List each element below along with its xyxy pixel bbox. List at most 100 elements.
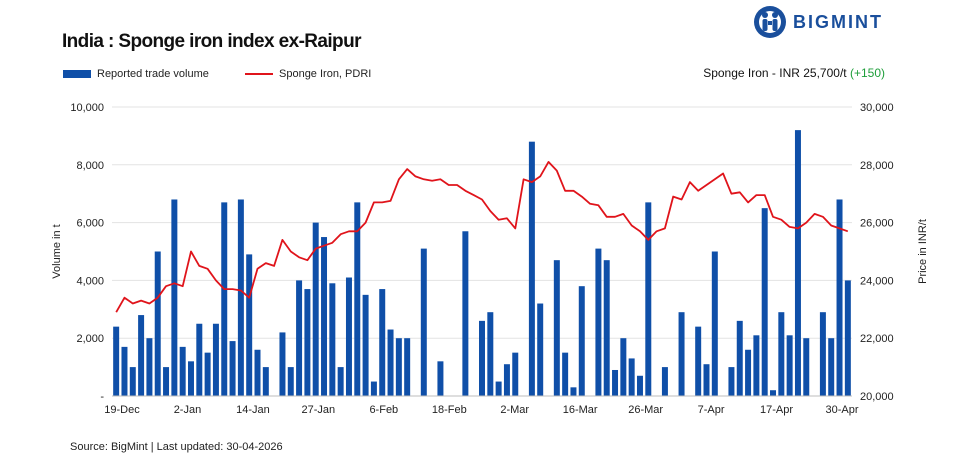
volume-bar — [462, 231, 469, 396]
y-right-tick-label: 24,000 — [860, 275, 894, 287]
volume-bar — [146, 338, 153, 396]
volume-bar — [138, 315, 145, 396]
volume-bar — [354, 202, 361, 396]
volume-bar — [404, 338, 411, 396]
y-right-tick-label: 26,000 — [860, 218, 894, 230]
chart-title: India : Sponge iron index ex-Raipur — [62, 31, 361, 52]
volume-bar — [603, 260, 610, 396]
volume-bar — [204, 352, 211, 396]
volume-bar — [212, 323, 219, 396]
volume-bar — [345, 277, 352, 396]
volume-bar — [537, 303, 544, 396]
volume-bar — [711, 251, 718, 396]
x-tick-label: 7-Apr — [698, 404, 725, 416]
brand-logo: BIGMINT — [753, 5, 883, 39]
volume-bar — [370, 381, 377, 396]
volume-bar — [279, 332, 286, 396]
volume-bar — [246, 254, 253, 396]
price-line — [115, 160, 849, 313]
volume-bar — [570, 387, 577, 396]
x-tick-label: 17-Apr — [760, 404, 793, 416]
y-right-tick-label: 22,000 — [860, 333, 894, 345]
legend-label-price: Sponge Iron, PDRI — [279, 68, 372, 80]
volume-bar — [304, 289, 311, 396]
volume-bar — [778, 312, 785, 396]
volume-bar — [321, 237, 328, 396]
y-right-tick-label: 20,000 — [860, 391, 894, 403]
y-right-tick-label: 30,000 — [860, 102, 894, 114]
x-tick-label: 30-Apr — [825, 404, 858, 416]
volume-bar — [578, 286, 585, 396]
y-left-tick-label: 4,000 — [76, 275, 104, 287]
volume-bar — [628, 358, 635, 396]
volume-bar — [661, 367, 668, 396]
y-left-tick-label: - — [100, 391, 104, 403]
volume-bar — [362, 294, 369, 396]
volume-bar — [844, 280, 851, 396]
volume-bar — [420, 248, 427, 396]
volume-bar — [503, 364, 510, 396]
x-tick-label: 6-Feb — [369, 404, 398, 416]
price-change-badge: (+150) — [849, 66, 885, 80]
volume-bar — [695, 326, 702, 396]
volume-bar — [636, 375, 643, 396]
volume-bar — [154, 251, 161, 396]
volume-bar — [819, 312, 826, 396]
y-left-tick-label: 6,000 — [76, 218, 104, 230]
volume-bar — [287, 367, 294, 396]
combo-chart: - 2,000 4,000 6,000 8,000 10,000 20,000 22,000 2… — [51, 102, 929, 416]
volume-bar — [753, 335, 760, 396]
volume-bar — [770, 390, 777, 396]
volume-bar — [171, 199, 178, 396]
volume-bar — [262, 367, 269, 396]
volume-bar — [562, 352, 569, 396]
x-tick-label: 19-Dec — [104, 404, 140, 416]
volume-bar — [329, 283, 336, 396]
x-tick-label: 14-Jan — [236, 404, 270, 416]
volume-bar — [187, 361, 194, 396]
volume-bar — [728, 367, 735, 396]
volume-bar — [312, 222, 319, 396]
volume-bar — [512, 352, 519, 396]
legend-item-volume: Reported trade volume — [63, 68, 209, 80]
axes: - 2,000 4,000 6,000 8,000 10,000 20,000 22,000 2… — [51, 102, 929, 416]
x-tick-label: 2-Jan — [174, 404, 202, 416]
price-note: Sponge Iron - INR 25,700/t (+150) — [703, 66, 885, 80]
volume-bars — [113, 130, 851, 396]
legend-label-volume: Reported trade volume — [97, 68, 209, 80]
volume-bar — [553, 260, 560, 396]
price-note-text: Sponge Iron - INR 25,700/t — [703, 66, 850, 80]
y-right-tick-label: 28,000 — [860, 160, 894, 172]
volume-bar — [121, 346, 128, 396]
legend-item-price: Sponge Iron, PDRI — [245, 68, 371, 80]
volume-bar — [296, 280, 303, 396]
x-tick-label: 26-Mar — [628, 404, 663, 416]
volume-bar — [254, 349, 261, 396]
volume-bar — [495, 381, 502, 396]
volume-bar — [479, 320, 485, 396]
volume-bar — [163, 367, 170, 396]
price-line-path — [115, 160, 849, 313]
volume-bar — [229, 341, 236, 396]
bigmint-logo-icon — [754, 6, 786, 38]
volume-bar — [129, 367, 136, 396]
x-tick-label: 27-Jan — [302, 404, 336, 416]
legend-bar-swatch — [63, 70, 91, 78]
volume-bar — [761, 208, 768, 396]
y-left-tick-label: 2,000 — [76, 333, 104, 345]
legend-line-swatch — [245, 73, 273, 75]
x-tick-label: 16-Mar — [563, 404, 598, 416]
volume-bar — [487, 312, 494, 396]
source-note: Source: BigMint | Last updated: 30-04-20… — [70, 441, 283, 453]
volume-bar — [645, 202, 652, 396]
volume-bar — [337, 367, 344, 396]
y-right-axis-label: Price in INR/t — [917, 219, 929, 284]
volume-bar — [113, 326, 120, 396]
y-left-axis-label: Volume in t — [51, 224, 63, 278]
volume-bar — [237, 199, 244, 396]
volume-bar — [803, 338, 810, 396]
volume-bar — [794, 130, 801, 396]
brand-name: BIGMINT — [793, 11, 883, 32]
volume-bar — [179, 346, 186, 396]
volume-bar — [620, 338, 627, 396]
